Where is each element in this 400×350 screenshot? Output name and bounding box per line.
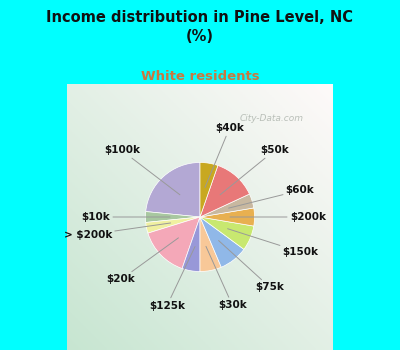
Text: $30k: $30k xyxy=(206,246,247,310)
Wedge shape xyxy=(200,217,244,267)
Wedge shape xyxy=(146,211,200,223)
Text: $125k: $125k xyxy=(149,246,195,310)
Text: $20k: $20k xyxy=(107,238,178,285)
Wedge shape xyxy=(200,166,250,217)
Text: Income distribution in Pine Level, NC
(%): Income distribution in Pine Level, NC (%… xyxy=(46,10,354,44)
Wedge shape xyxy=(200,217,221,272)
Wedge shape xyxy=(200,194,254,217)
Wedge shape xyxy=(146,162,200,217)
Text: $100k: $100k xyxy=(104,145,180,195)
Text: $10k: $10k xyxy=(82,212,170,222)
Text: $150k: $150k xyxy=(228,229,319,257)
Text: White residents: White residents xyxy=(141,70,259,83)
Text: $200k: $200k xyxy=(230,212,326,222)
Text: City-Data.com: City-Data.com xyxy=(240,114,304,123)
Wedge shape xyxy=(200,208,254,226)
Text: $60k: $60k xyxy=(229,186,314,208)
Wedge shape xyxy=(148,217,200,268)
Text: $40k: $40k xyxy=(205,124,244,188)
Wedge shape xyxy=(200,162,218,217)
Wedge shape xyxy=(146,217,200,233)
Text: $75k: $75k xyxy=(218,240,284,293)
Text: > $200k: > $200k xyxy=(64,223,171,240)
Text: $50k: $50k xyxy=(220,145,289,195)
Wedge shape xyxy=(200,217,254,249)
Wedge shape xyxy=(182,217,200,272)
